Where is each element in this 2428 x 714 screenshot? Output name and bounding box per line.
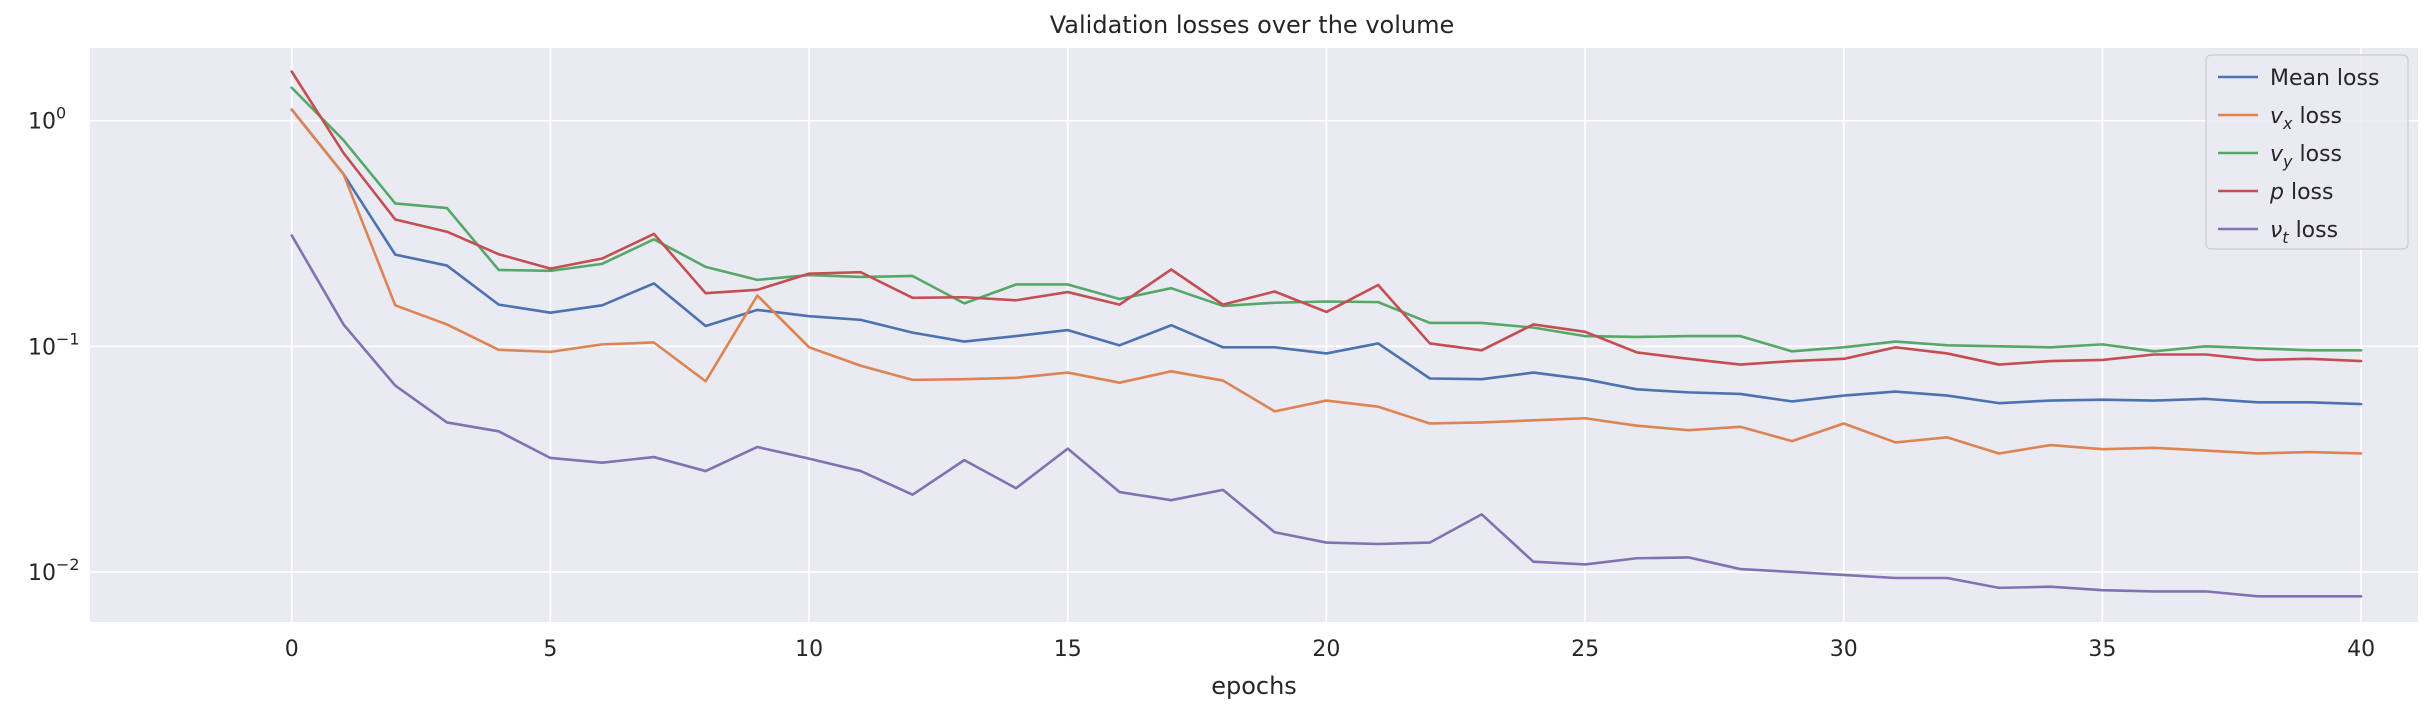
chart-title: Validation losses over the volume	[1050, 11, 1454, 39]
legend-text-part: Mean loss	[2270, 66, 2379, 91]
series-line	[290, 108, 2363, 455]
legend-box	[2205, 54, 2409, 250]
legend-text-part: loss	[2289, 218, 2339, 243]
series-line	[290, 86, 2363, 353]
x-tick-label: 20	[1312, 637, 1340, 662]
series-line	[290, 234, 2363, 598]
plot-area	[90, 48, 2418, 622]
legend-text-part: loss	[2284, 180, 2334, 205]
x-axis-ticks: 0 5 10 15 20 25 30 35 40	[285, 637, 2375, 662]
y-tick-label: 10−1	[28, 329, 80, 360]
series-lines	[290, 70, 2363, 598]
y-tick-exponent: 0	[56, 104, 66, 123]
x-tick-label: 10	[795, 637, 823, 662]
x-tick-label: 0	[285, 637, 299, 662]
y-tick-exponent: −1	[56, 329, 80, 348]
x-tick-label: 5	[543, 637, 557, 662]
y-tick-label: 10−2	[28, 555, 80, 586]
x-tick-label: 25	[1571, 637, 1599, 662]
series-line	[290, 108, 2363, 406]
legend-symbol: p	[2269, 180, 2284, 205]
y-tick-base: 10	[28, 561, 56, 586]
legend-label: νt loss	[2270, 218, 2338, 247]
legend-text-part: loss	[2293, 104, 2343, 129]
legend-label: vy loss	[2270, 142, 2342, 171]
x-tick-label: 35	[2088, 637, 2116, 662]
legend-label: vx loss	[2270, 104, 2342, 133]
x-tick-label: 15	[1054, 637, 1082, 662]
series-line	[290, 70, 2363, 366]
legend-label: Mean loss	[2270, 66, 2379, 91]
y-tick-base: 10	[28, 110, 56, 135]
y-tick-label: 100	[28, 104, 66, 135]
legend-label: p loss	[2269, 180, 2333, 205]
legend-subscript: y	[2282, 152, 2293, 171]
legend-symbol: v	[2270, 104, 2284, 129]
x-tick-label: 30	[1830, 637, 1858, 662]
legend-symbol: ν	[2270, 218, 2282, 243]
x-tick-label: 40	[2347, 637, 2375, 662]
legend-subscript: x	[2282, 114, 2293, 133]
legend-text-part: loss	[2293, 142, 2343, 167]
legend-symbol: v	[2270, 142, 2284, 167]
x-axis-label: epochs	[1211, 672, 1297, 700]
legend-subscript: t	[2282, 228, 2289, 247]
y-tick-exponent: −2	[56, 555, 80, 574]
y-tick-base: 10	[28, 335, 56, 360]
